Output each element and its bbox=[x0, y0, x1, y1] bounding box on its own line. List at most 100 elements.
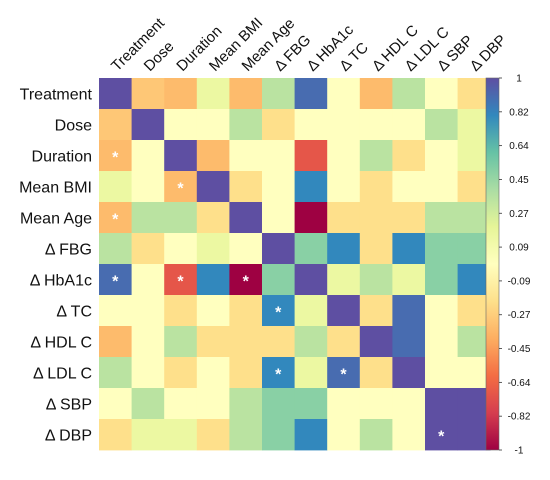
heatmap-cell-4-4 bbox=[229, 202, 263, 234]
significance-marker-6-4: * bbox=[243, 274, 250, 291]
heatmap-cell-8-9 bbox=[392, 326, 426, 358]
heatmap-cell-9-7 bbox=[327, 357, 361, 389]
heatmap-cell-7-4 bbox=[229, 295, 263, 327]
heatmap-cell-3-8 bbox=[359, 171, 393, 203]
significance-marker-11-10: * bbox=[438, 429, 445, 446]
heatmap-cell-11-2 bbox=[164, 419, 198, 451]
heatmap-cell-5-9 bbox=[392, 233, 426, 265]
significance-marker-7-5: * bbox=[275, 305, 282, 322]
heatmap-cell-8-1 bbox=[131, 326, 165, 358]
heatmap-cell-2-3 bbox=[196, 140, 230, 172]
heatmap-cell-3-0 bbox=[99, 171, 132, 203]
heatmap-cell-5-4 bbox=[229, 233, 263, 265]
heatmap-cell-0-7 bbox=[327, 78, 361, 110]
heatmap-cell-10-4 bbox=[229, 388, 263, 420]
heatmap-cell-6-8 bbox=[359, 264, 393, 296]
heatmap-cell-9-0 bbox=[99, 357, 132, 389]
heatmap-cell-7-10 bbox=[425, 295, 458, 327]
heatmap-cell-11-5 bbox=[262, 419, 295, 451]
heatmap-cell-1-1 bbox=[131, 109, 165, 141]
heatmap-cell-7-11 bbox=[457, 295, 491, 327]
heatmap-cell-4-7 bbox=[327, 202, 361, 234]
heatmap-cell-4-8 bbox=[359, 202, 393, 234]
heatmap-cell-6-4 bbox=[229, 264, 263, 296]
heatmap-cell-1-0 bbox=[99, 109, 132, 141]
heatmap-cell-0-11 bbox=[457, 78, 491, 110]
heatmap-cell-1-7 bbox=[327, 109, 361, 141]
heatmap-cell-6-10 bbox=[425, 264, 458, 296]
significance-marker-3-2: * bbox=[177, 181, 184, 198]
heatmap-cell-3-4 bbox=[229, 171, 263, 203]
heatmap-cell-1-6 bbox=[294, 109, 328, 141]
heatmap-cell-9-9 bbox=[392, 357, 426, 389]
heatmap-cell-10-5 bbox=[262, 388, 295, 420]
heatmap-cell-2-9 bbox=[392, 140, 426, 172]
heatmap-cell-0-1 bbox=[131, 78, 165, 110]
heatmap-cell-1-9 bbox=[392, 109, 426, 141]
heatmap-cell-1-4 bbox=[229, 109, 263, 141]
heatmap-cell-2-2 bbox=[164, 140, 198, 172]
row-label: Δ SBP bbox=[46, 397, 92, 414]
heatmap-cell-6-0 bbox=[99, 264, 132, 296]
row-labels: Treatment Dose Duration Mean BMI Mean Age Δ F… bbox=[19, 87, 92, 445]
row-label: Δ HDL C bbox=[30, 335, 92, 352]
heatmap-cell-11-9 bbox=[392, 419, 426, 451]
heatmap-cell-7-9 bbox=[392, 295, 426, 327]
heatmap-cell-4-10 bbox=[425, 202, 458, 234]
heatmap-cell-0-4 bbox=[229, 78, 263, 110]
heatmap-cell-11-3 bbox=[196, 419, 230, 451]
row-label: Duration bbox=[32, 149, 92, 166]
heatmap-cell-11-1 bbox=[131, 419, 165, 451]
heatmap-cell-11-7 bbox=[327, 419, 361, 451]
heatmap-cell-7-0 bbox=[99, 295, 132, 327]
heatmap-cell-8-2 bbox=[164, 326, 198, 358]
row-label: Δ TC bbox=[56, 304, 92, 321]
heatmap-cell-2-7 bbox=[327, 140, 361, 172]
heatmap-cell-4-6 bbox=[294, 202, 328, 234]
heatmap-cell-9-8 bbox=[359, 357, 393, 389]
heatmap-cell-0-0 bbox=[99, 78, 132, 110]
heatmap-cell-2-1 bbox=[131, 140, 165, 172]
heatmap-cell-6-9 bbox=[392, 264, 426, 296]
heatmap-cell-3-9 bbox=[392, 171, 426, 203]
row-label: Mean BMI bbox=[19, 180, 92, 197]
heatmap-cell-0-6 bbox=[294, 78, 328, 110]
colorbar-tick-label: -0.45 bbox=[508, 344, 531, 355]
heatmap-cell-7-3 bbox=[196, 295, 230, 327]
heatmap-cell-5-5 bbox=[262, 233, 295, 265]
heatmap-cell-6-7 bbox=[327, 264, 361, 296]
row-label: Δ FBG bbox=[45, 242, 92, 259]
heatmap-cell-5-6 bbox=[294, 233, 328, 265]
heatmap-cell-0-10 bbox=[425, 78, 458, 110]
colorbar-tick-label: -0.09 bbox=[508, 276, 531, 287]
heatmap-cell-4-0 bbox=[99, 202, 132, 234]
heatmap-cell-10-0 bbox=[99, 388, 132, 420]
heatmap-cell-1-3 bbox=[196, 109, 230, 141]
heatmap-cell-4-5 bbox=[262, 202, 295, 234]
heatmap-cell-10-8 bbox=[359, 388, 393, 420]
heatmap-cell-10-7 bbox=[327, 388, 361, 420]
heatmap-cell-10-6 bbox=[294, 388, 328, 420]
heatmap-cell-7-7 bbox=[327, 295, 361, 327]
row-label: Δ HbA1c bbox=[30, 273, 92, 290]
heatmap-cell-5-10 bbox=[425, 233, 458, 265]
heatmap-cell-3-1 bbox=[131, 171, 165, 203]
heatmap-cell-2-11 bbox=[457, 140, 491, 172]
heatmap-cell-5-0 bbox=[99, 233, 132, 265]
heatmap-cell-9-4 bbox=[229, 357, 263, 389]
colorbar-tick-label: 0.09 bbox=[509, 243, 529, 254]
heatmap-cell-1-11 bbox=[457, 109, 491, 141]
heatmap-cell-9-11 bbox=[457, 357, 491, 389]
heatmap-cell-0-5 bbox=[262, 78, 295, 110]
heatmap-cell-10-10 bbox=[425, 388, 458, 420]
significance-marker-6-2: * bbox=[177, 274, 184, 291]
heatmap-cell-2-5 bbox=[262, 140, 295, 172]
heatmap-cell-0-9 bbox=[392, 78, 426, 110]
heatmap-cell-6-3 bbox=[196, 264, 230, 296]
row-label: Mean Age bbox=[20, 211, 92, 228]
heatmap-cell-7-1 bbox=[131, 295, 165, 327]
colorbar-tick-label: -0.82 bbox=[508, 412, 531, 423]
colorbar-tick-label: 0.82 bbox=[509, 107, 529, 118]
heatmap-cell-7-8 bbox=[359, 295, 393, 327]
